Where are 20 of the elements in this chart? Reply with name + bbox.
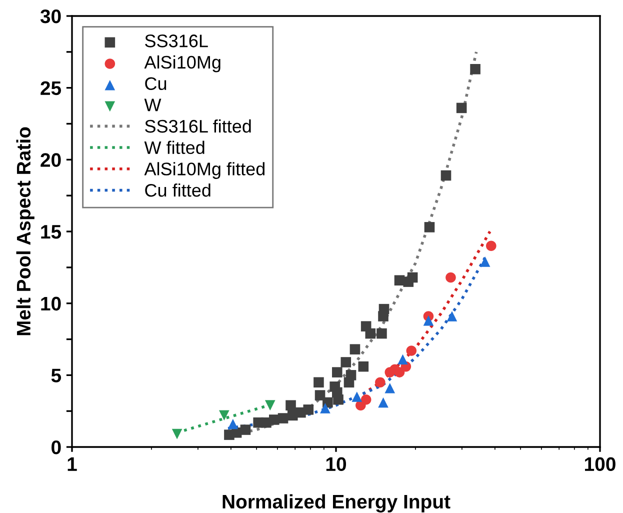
x-tick-label: 1 bbox=[68, 457, 77, 471]
legend-label: SS316L fitted bbox=[145, 119, 251, 133]
y-axis-title: Melt Pool Aspect Ratio bbox=[16, 127, 34, 336]
legend-label: SS316L bbox=[145, 34, 208, 48]
x-axis-title: Normalized Energy Input bbox=[222, 494, 450, 513]
legend-label: AlSi10Mg bbox=[144, 55, 220, 72]
y-tick-label: 10 bbox=[41, 296, 61, 311]
legend-label: Cu fitted bbox=[145, 183, 210, 197]
x-tick-label: 100 bbox=[585, 457, 616, 472]
y-tick-label: 25 bbox=[40, 81, 62, 96]
legend-label: W fitted bbox=[144, 140, 204, 154]
legend-label: Cu bbox=[145, 77, 166, 90]
y-tick-label: 20 bbox=[40, 153, 61, 167]
y-tick-label: 30 bbox=[40, 9, 61, 24]
y-tick-label: 15 bbox=[41, 225, 62, 239]
y-tick-label: 0 bbox=[52, 440, 61, 454]
legend-label: W bbox=[144, 98, 162, 112]
x-tick-label: 10 bbox=[326, 457, 346, 472]
y-tick-label: 5 bbox=[51, 368, 62, 382]
legend-label: AlSi10Mg fitted bbox=[144, 162, 264, 179]
